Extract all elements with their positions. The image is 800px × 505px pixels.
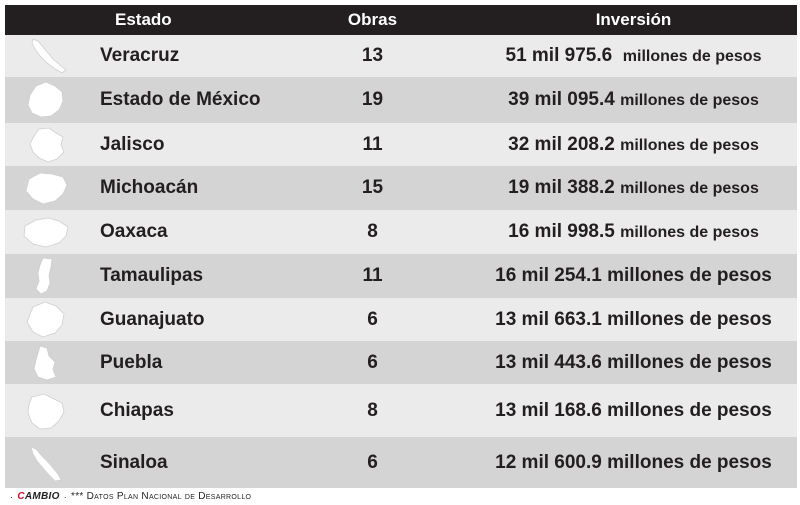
chiapas-map-icon (19, 391, 71, 431)
table-row: Michoacán 15 19 mil 388.2 millones de pe… (5, 166, 797, 210)
estado-de-mexico-map-icon (19, 80, 71, 120)
source-footer: · CAMBIO · *** Datos Plan Nacional de De… (10, 491, 251, 502)
investment-amount: 16 mil 254.1 millones de pesos (495, 265, 772, 286)
table-row: Veracruz 13 51 mil 975.6 millones de pes… (5, 35, 797, 77)
states-investment-table: Estado Obras Inversión Veracruz 13 51 mi… (5, 5, 797, 488)
investment-amount: 32 mil 208.2 millones de pesos (508, 133, 759, 155)
obras-count: 6 (367, 308, 378, 330)
table-row: Oaxaca 8 16 mil 998.5 millones de pesos (5, 210, 797, 254)
investment-amount: 12 mil 600.9 millones de pesos (495, 451, 772, 473)
investment-amount: 19 mil 388.2 millones de pesos (508, 177, 759, 198)
header-obras: Obras (347, 10, 398, 29)
jalisco-map-icon (19, 125, 71, 165)
obras-count: 8 (367, 221, 378, 242)
state-name: Oaxaca (100, 221, 168, 242)
state-name: Chiapas (100, 399, 174, 421)
state-name: Estado de México (100, 89, 261, 110)
obras-count: 19 (361, 89, 384, 110)
table-row: Puebla 6 13 mil 443.6 millones de pesos (5, 341, 797, 384)
investment-amount: 13 mil 663.1 millones de pesos (495, 308, 772, 330)
obras-count: 11 (362, 265, 383, 286)
header-estado: Estado (115, 10, 172, 29)
investment-amount: 13 mil 168.6 millones de pesos (495, 399, 772, 421)
table-row: Jalisco 11 32 mil 208.2 millones de peso… (5, 123, 797, 166)
michoacan-map-icon (19, 168, 71, 208)
table-row: Tamaulipas 11 16 mil 254.1 millones de p… (5, 254, 797, 298)
investment-amount: 13 mil 443.6 millones de pesos (495, 351, 772, 373)
state-name: Jalisco (100, 133, 165, 155)
cambio-logo: CAMBIO (17, 491, 60, 502)
obras-count: 11 (362, 133, 383, 155)
tamaulipas-map-icon (19, 256, 71, 296)
investment-amount: 51 mil 975.6 millones de pesos (505, 45, 762, 66)
guanajuato-map-icon (19, 300, 71, 340)
veracruz-map-icon (19, 36, 71, 76)
sinaloa-map-icon (19, 443, 71, 483)
table-row: Chiapas 8 13 mil 168.6 millones de pesos (5, 384, 797, 437)
obras-count: 6 (367, 451, 378, 473)
source-note: *** Datos Plan Nacional de Desarrollo (71, 491, 252, 502)
puebla-map-icon (19, 343, 71, 383)
table-row: Guanajuato 6 13 mil 663.1 millones de pe… (5, 298, 797, 341)
state-name: Veracruz (100, 45, 180, 66)
table-row: Sinaloa 6 12 mil 600.9 millones de pesos (5, 437, 797, 488)
footer-separator: · (63, 491, 67, 502)
table-header: Estado Obras Inversión (5, 5, 797, 35)
header-inversion: Inversión (595, 10, 672, 29)
state-name: Michoacán (100, 177, 199, 198)
state-name: Puebla (100, 351, 163, 373)
obras-count: 6 (367, 351, 378, 373)
oaxaca-map-icon (19, 212, 71, 252)
table-row: Estado de México 19 39 mil 095.4 millone… (5, 77, 797, 123)
state-name: Tamaulipas (100, 265, 204, 286)
obras-count: 15 (361, 177, 384, 198)
state-name: Sinaloa (100, 451, 168, 473)
obras-count: 8 (367, 399, 378, 421)
investment-amount: 16 mil 998.5 millones de pesos (508, 221, 759, 242)
state-name: Guanajuato (100, 308, 205, 330)
investment-amount: 39 mil 095.4 millones de pesos (508, 89, 759, 110)
obras-count: 13 (361, 45, 384, 66)
footer-bullet: · (10, 491, 14, 502)
